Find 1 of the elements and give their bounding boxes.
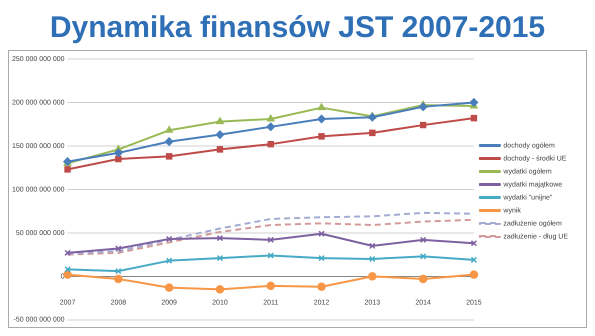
chart-title: Dynamika finansów JST 2007-2015: [48, 10, 546, 46]
